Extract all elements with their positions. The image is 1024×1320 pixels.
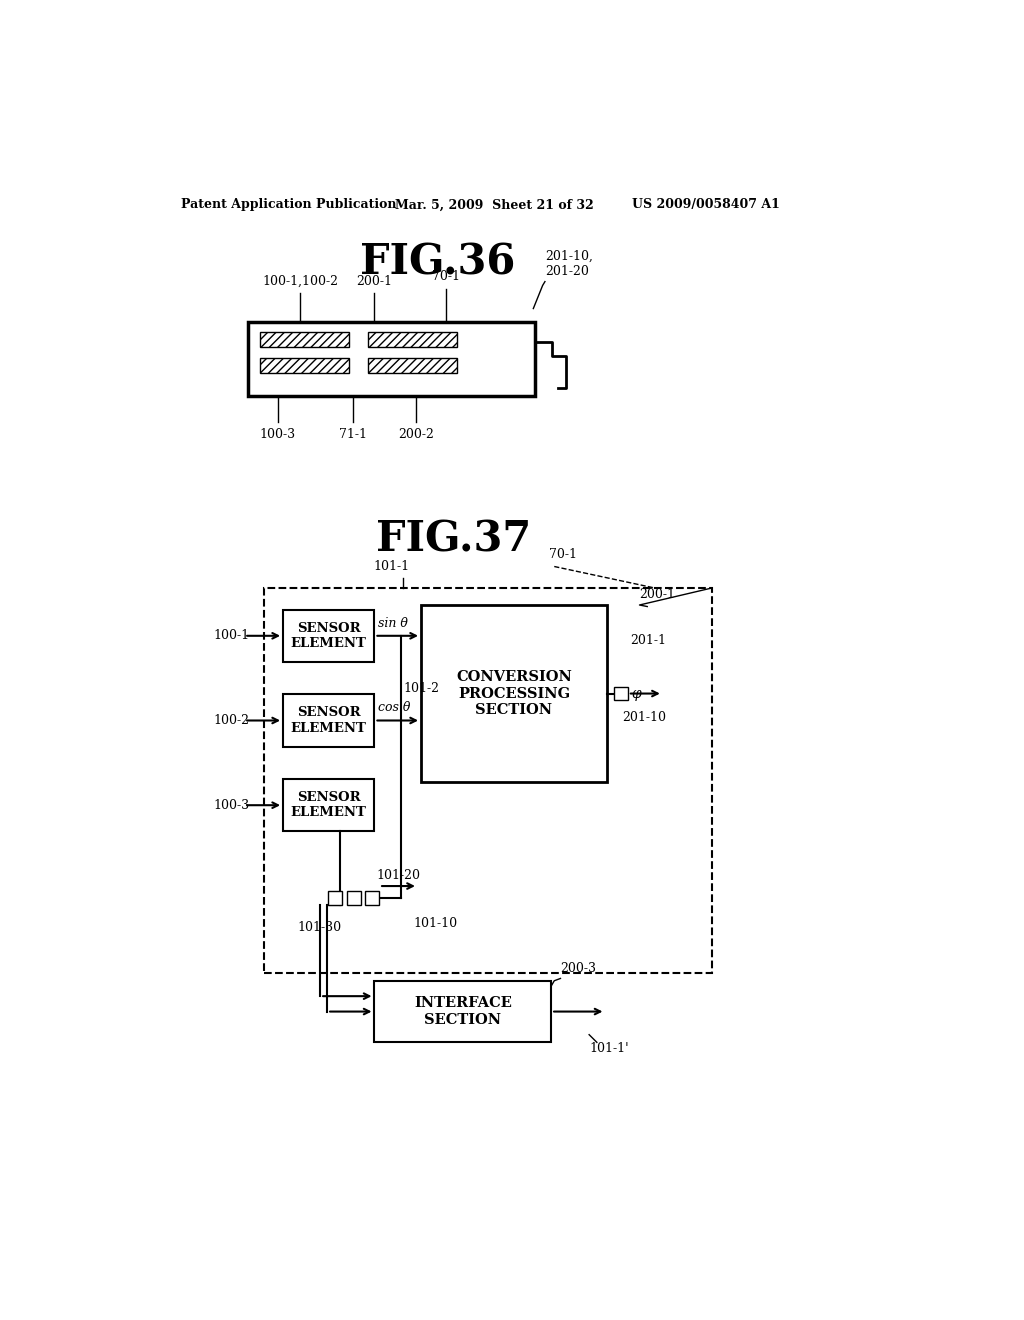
Text: INTERFACE
SECTION: INTERFACE SECTION: [414, 997, 512, 1027]
Bar: [263, 589, 712, 973]
Text: 101-10: 101-10: [414, 917, 458, 929]
Text: 200-3: 200-3: [560, 961, 596, 974]
Bar: [346, 891, 360, 904]
Text: cos θ: cos θ: [378, 701, 410, 714]
Text: FIG.37: FIG.37: [376, 519, 531, 561]
Text: CONVERSION
PROCESSING
SECTION: CONVERSION PROCESSING SECTION: [456, 671, 571, 717]
Bar: [283, 779, 375, 832]
Text: 101-30: 101-30: [297, 921, 341, 933]
Bar: [614, 686, 628, 701]
Text: SENSOR
ELEMENT: SENSOR ELEMENT: [291, 791, 367, 820]
Text: 101-1': 101-1': [589, 1043, 629, 1056]
Text: SENSOR
ELEMENT: SENSOR ELEMENT: [291, 622, 367, 649]
Bar: [283, 694, 375, 747]
Text: 101-2: 101-2: [403, 682, 439, 696]
Text: 70-1: 70-1: [432, 271, 460, 284]
Bar: [421, 605, 607, 781]
Bar: [328, 891, 342, 904]
Text: 200-2: 200-2: [398, 428, 434, 441]
Text: sin θ: sin θ: [378, 616, 408, 630]
Text: 201-10: 201-10: [623, 711, 667, 725]
Bar: [260, 358, 349, 374]
Text: 71-1: 71-1: [339, 428, 367, 441]
Text: FIG.36: FIG.36: [360, 242, 516, 284]
Bar: [375, 981, 551, 1043]
Text: Patent Application Publication: Patent Application Publication: [180, 198, 396, 211]
Bar: [369, 358, 458, 374]
Text: SENSOR
ELEMENT: SENSOR ELEMENT: [291, 706, 367, 734]
Bar: [260, 331, 349, 347]
Bar: [283, 610, 375, 663]
Text: 101-1: 101-1: [374, 560, 410, 573]
Text: 200-1: 200-1: [640, 589, 676, 601]
Bar: [369, 331, 458, 347]
Bar: [248, 322, 535, 396]
Text: 100-3: 100-3: [259, 428, 296, 441]
Text: 100-2: 100-2: [213, 714, 249, 727]
Text: Mar. 5, 2009  Sheet 21 of 32: Mar. 5, 2009 Sheet 21 of 32: [395, 198, 594, 211]
Bar: [366, 891, 379, 904]
Text: 200-1: 200-1: [356, 275, 392, 288]
Text: 201-1: 201-1: [630, 635, 667, 647]
Text: φ: φ: [631, 686, 641, 701]
Text: 201-10,
201-20: 201-10, 201-20: [545, 249, 593, 277]
Text: US 2009/0058407 A1: US 2009/0058407 A1: [632, 198, 779, 211]
Text: 100-1: 100-1: [213, 630, 250, 643]
Text: 100-1,100-2: 100-1,100-2: [262, 275, 338, 288]
Text: 100-3: 100-3: [213, 799, 250, 812]
Text: 101-20: 101-20: [376, 869, 420, 882]
Text: 70-1: 70-1: [549, 548, 577, 561]
